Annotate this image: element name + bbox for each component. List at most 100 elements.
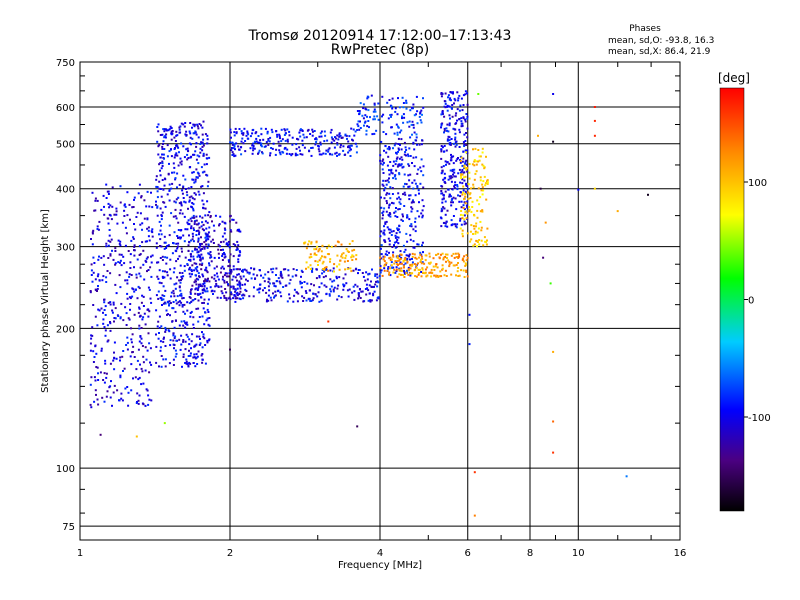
data-point xyxy=(452,155,455,158)
data-point xyxy=(396,263,399,266)
data-point xyxy=(284,132,287,135)
data-point xyxy=(231,143,234,146)
data-point xyxy=(329,278,332,281)
data-point xyxy=(211,238,214,241)
data-point xyxy=(203,247,206,250)
data-point xyxy=(92,256,95,259)
data-point xyxy=(206,221,209,224)
data-point xyxy=(420,170,423,173)
data-point xyxy=(443,115,446,118)
data-point xyxy=(355,258,358,261)
data-point xyxy=(260,144,262,147)
data-point xyxy=(201,273,204,276)
data-point xyxy=(208,317,211,319)
data-point xyxy=(146,349,149,352)
data-point xyxy=(137,402,140,405)
data-point xyxy=(475,222,478,225)
data-point xyxy=(398,258,401,261)
data-point xyxy=(386,202,388,205)
data-point xyxy=(394,260,397,263)
data-point xyxy=(144,323,147,326)
data-point xyxy=(397,242,400,245)
data-point xyxy=(238,250,241,253)
data-point xyxy=(542,256,545,259)
data-point xyxy=(326,139,329,142)
data-point xyxy=(366,278,369,281)
data-point xyxy=(162,298,165,301)
data-point xyxy=(301,144,304,147)
data-point xyxy=(347,295,350,298)
data-point xyxy=(353,248,356,251)
data-point xyxy=(457,194,459,197)
data-point xyxy=(445,275,448,277)
data-point xyxy=(189,291,192,294)
data-point xyxy=(161,133,164,136)
data-point xyxy=(231,218,234,221)
data-point xyxy=(126,297,129,300)
data-point xyxy=(141,318,144,321)
data-point xyxy=(396,260,399,262)
data-point xyxy=(333,270,335,273)
data-point xyxy=(180,160,183,163)
data-point xyxy=(381,95,384,98)
data-point xyxy=(118,253,121,256)
data-point xyxy=(191,250,194,253)
data-point xyxy=(167,244,170,247)
data-point xyxy=(183,156,186,159)
data-point xyxy=(168,199,171,202)
x-tick-label: 6 xyxy=(465,548,471,559)
data-point xyxy=(237,260,240,263)
data-point xyxy=(460,269,463,272)
data-point xyxy=(191,206,193,209)
data-point xyxy=(141,222,144,225)
data-point xyxy=(327,253,330,256)
data-point xyxy=(192,227,195,230)
data-point xyxy=(162,276,165,279)
data-point xyxy=(442,206,445,209)
data-point xyxy=(373,103,376,106)
data-point xyxy=(376,273,379,276)
data-point xyxy=(317,148,320,151)
data-point xyxy=(351,249,354,252)
data-point xyxy=(438,275,441,278)
data-point xyxy=(380,253,383,256)
data-point xyxy=(233,131,236,134)
stats-header: Phases xyxy=(629,24,661,34)
data-point xyxy=(402,121,405,124)
data-point xyxy=(201,149,204,152)
data-point xyxy=(377,281,380,284)
data-point xyxy=(178,255,181,258)
data-point xyxy=(162,143,164,145)
data-point xyxy=(197,238,200,241)
data-point xyxy=(195,343,198,346)
data-point xyxy=(428,262,431,265)
data-point xyxy=(162,340,165,343)
data-point xyxy=(552,93,555,95)
data-point xyxy=(199,338,201,340)
data-point xyxy=(404,257,407,259)
data-point xyxy=(314,143,317,146)
data-point xyxy=(191,273,193,276)
data-point xyxy=(462,94,465,97)
data-point xyxy=(434,265,437,268)
data-point xyxy=(398,172,401,175)
data-point xyxy=(463,171,466,174)
data-point xyxy=(195,145,198,148)
data-point xyxy=(188,142,191,145)
data-point xyxy=(450,224,453,227)
data-point xyxy=(413,246,416,249)
data-point xyxy=(444,269,447,272)
data-point xyxy=(173,267,176,270)
data-point xyxy=(266,130,269,133)
data-point xyxy=(178,271,181,274)
data-point xyxy=(195,356,198,359)
data-point xyxy=(239,282,242,285)
data-point xyxy=(380,244,383,247)
data-point xyxy=(310,283,313,286)
data-point xyxy=(374,118,376,121)
data-point xyxy=(450,201,453,204)
data-point xyxy=(136,392,139,395)
data-point xyxy=(204,311,206,314)
data-point xyxy=(382,214,384,217)
data-point xyxy=(316,295,319,298)
